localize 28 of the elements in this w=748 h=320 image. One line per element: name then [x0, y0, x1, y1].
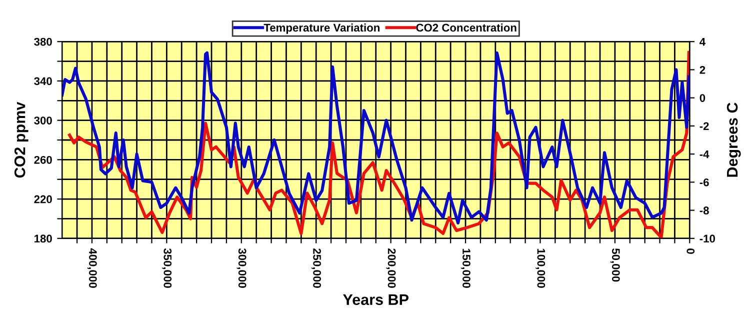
x-tick-label: 250,000 — [312, 248, 321, 288]
x-tick-label: 150,000 — [460, 248, 470, 288]
x-tick-label: 50,000 — [610, 248, 620, 282]
y2-tick-label: 4 — [700, 38, 706, 46]
x-tick-label: 300,000 — [236, 248, 246, 288]
y-tick-label: 340 — [34, 77, 52, 86]
y-tick-label: 180 — [34, 234, 52, 243]
legend-label: CO2 Concentration — [416, 23, 516, 32]
legend-label: Temperature Variation — [264, 23, 380, 34]
x-tick-label: 400,000 — [87, 248, 97, 288]
x-tick-label: 350,000 — [162, 248, 172, 288]
y-tick-label: 380 — [34, 38, 52, 46]
y2-tick-label: -6 — [700, 178, 709, 186]
y2-tick-label: -10 — [700, 234, 715, 243]
x-axis-title: Years BP — [343, 294, 408, 306]
x-tick-label: 0 — [686, 248, 695, 254]
y-tick-label: 300 — [34, 116, 52, 124]
x-tick-label: 100,000 — [536, 248, 546, 288]
y2-tick-label: -4 — [700, 150, 710, 158]
y-tick-label: 220 — [34, 195, 52, 204]
x-tick-label: 200,000 — [386, 248, 396, 288]
y2-tick-label: -2 — [700, 122, 709, 130]
y2-tick-label: -8 — [700, 206, 709, 214]
y-axis-title: CO2 ppmv — [14, 102, 28, 178]
y-tick-label: 260 — [34, 156, 52, 164]
y2-tick-label: 2 — [700, 66, 706, 74]
y2-tick-label: 0 — [700, 94, 706, 102]
y2-axis-title: Degrees C — [726, 102, 741, 177]
